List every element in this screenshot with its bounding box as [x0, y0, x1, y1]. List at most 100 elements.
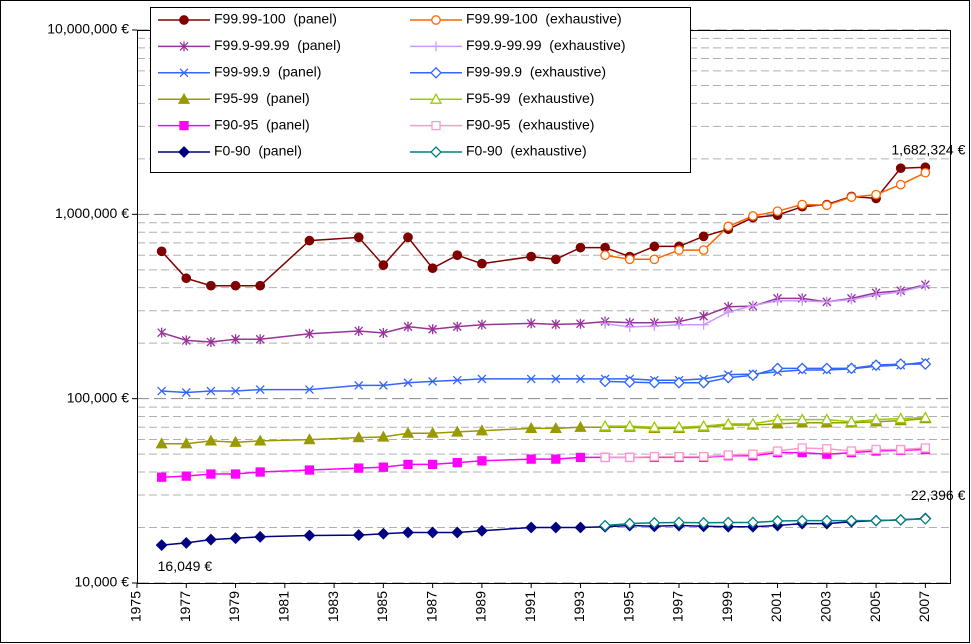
marker [525, 422, 538, 434]
marker [820, 514, 833, 527]
series-line [161, 448, 926, 478]
marker [723, 307, 734, 318]
marker [157, 386, 167, 396]
marker [526, 318, 536, 329]
marker [648, 516, 661, 529]
marker [354, 463, 364, 473]
marker [452, 457, 462, 468]
marker [845, 415, 858, 427]
marker [895, 179, 906, 190]
y-tick-label: 1,000,000 € [55, 205, 129, 221]
x-tick-label: 1999 [719, 591, 735, 622]
legend-label: F95-99 (panel) [214, 90, 310, 106]
marker [430, 146, 442, 158]
x-tick-label: 1991 [522, 591, 538, 622]
marker [697, 419, 710, 431]
marker [477, 258, 487, 269]
marker [254, 530, 267, 543]
marker [797, 295, 808, 306]
x-tick-label: 1993 [571, 591, 587, 622]
marker [426, 526, 439, 539]
marker [649, 320, 660, 331]
marker [648, 420, 661, 432]
marker [822, 444, 832, 454]
marker [230, 469, 241, 479]
legend-label: F0-90 (panel) [214, 143, 302, 159]
legend-label: F99.9-99.99 (panel) [214, 37, 341, 53]
marker [699, 311, 709, 322]
marker [771, 362, 784, 375]
marker [920, 280, 931, 291]
marker [722, 371, 735, 384]
marker [551, 454, 561, 464]
marker [820, 362, 833, 375]
marker [426, 426, 439, 438]
x-tick-label: 1989 [473, 591, 489, 622]
legend-label: F90-95 (panel) [214, 116, 310, 132]
marker [179, 68, 189, 78]
marker [178, 146, 190, 158]
series-line [161, 361, 926, 394]
marker [919, 411, 932, 423]
marker [575, 452, 586, 463]
marker [231, 334, 241, 345]
marker [698, 319, 709, 330]
marker [895, 163, 906, 174]
marker [156, 246, 167, 257]
x-tick-label: 1983 [325, 591, 341, 622]
marker [431, 41, 441, 52]
marker [746, 516, 759, 529]
marker [177, 92, 191, 104]
marker [431, 15, 441, 25]
marker [723, 221, 734, 232]
marker [428, 376, 438, 386]
marker [354, 380, 364, 390]
marker [600, 452, 610, 463]
x-tick-label: 2005 [867, 591, 883, 622]
x-tick-label: 1997 [670, 591, 686, 622]
marker [403, 459, 413, 470]
series-line [161, 517, 926, 546]
marker [452, 250, 463, 261]
marker [179, 41, 189, 52]
marker [674, 451, 684, 462]
marker [599, 519, 612, 532]
series-line [605, 416, 926, 428]
marker [181, 388, 191, 397]
marker [401, 426, 415, 438]
x-tick-label: 2003 [818, 591, 834, 622]
marker [377, 527, 390, 540]
marker [304, 385, 314, 395]
marker [698, 245, 709, 255]
marker [919, 358, 932, 371]
marker [846, 294, 857, 305]
marker [181, 335, 191, 346]
marker [674, 245, 684, 255]
marker [673, 376, 685, 389]
marker [179, 15, 189, 25]
marker [304, 235, 315, 246]
marker [230, 280, 241, 291]
marker [354, 325, 364, 336]
marker [673, 516, 685, 529]
marker [845, 514, 858, 527]
x-tick-label: 1979 [226, 591, 242, 622]
marker [575, 374, 585, 384]
marker [846, 192, 857, 202]
marker [156, 472, 167, 482]
x-tick-label: 1985 [374, 591, 390, 622]
marker [747, 300, 758, 311]
marker [821, 296, 832, 307]
series-lines: 1,682,324 € 16,049 € 22,396 € [155, 141, 966, 574]
x-tick-label: 1981 [276, 591, 292, 622]
marker [181, 273, 192, 284]
marker [377, 430, 390, 442]
marker [255, 280, 266, 291]
marker [181, 471, 191, 481]
legend-label: F90-95 (exhaustive) [466, 116, 594, 132]
marker [797, 443, 807, 453]
marker [155, 437, 168, 449]
marker [920, 443, 931, 453]
marker [624, 254, 635, 265]
